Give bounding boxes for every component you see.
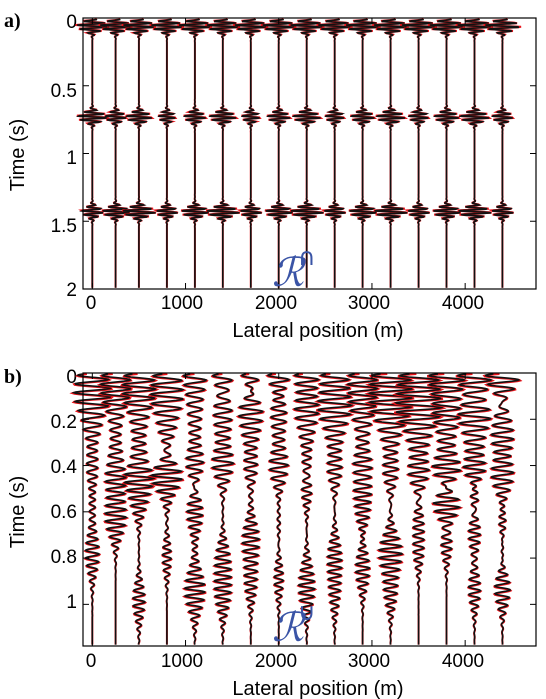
panel-a-ytick: 1 [66, 148, 77, 169]
trace-observed [178, 18, 211, 288]
trace-observed [98, 373, 132, 645]
panel-b-operator-symbol: ℛ [272, 605, 307, 651]
panel-a-operator-superscript: ∩ [298, 243, 316, 271]
panel-b-xtick: 4000 [442, 651, 484, 672]
panel-a-xtick: 2000 [255, 293, 297, 314]
panel-b-xlabel: Lateral position (m) [232, 678, 403, 699]
panel-a-ytick: 1.5 [51, 216, 77, 237]
panel-a-ylabel: Time (s) [7, 119, 29, 192]
panel-a-ytick: 2 [66, 280, 77, 301]
trace-observed [290, 18, 324, 288]
trace-observed [182, 373, 208, 645]
trace-observed [211, 373, 235, 645]
trace-observed [429, 18, 463, 288]
trace-observed [373, 18, 408, 288]
panel-b-ylabel: Time (s) [7, 476, 29, 549]
trace-observed [100, 18, 131, 288]
trace-observed [148, 373, 185, 645]
panel-a: a) Time (s) Lateral position (m) 0 0.5 1… [4, 10, 537, 342]
panel-b-frame [82, 372, 537, 647]
trace-observed [484, 373, 521, 645]
trace-observed [485, 18, 520, 288]
panel-a-label: a) [4, 10, 21, 32]
panel-b-ytick: 1 [66, 592, 77, 613]
trace-observed [237, 373, 264, 645]
panel-a-ytick: 0 [66, 12, 77, 33]
panel-b-operator-superscript: ∪ [298, 598, 316, 626]
trace-observed [366, 373, 414, 645]
panel-a-plot [75, 17, 536, 290]
panel-b: b) Time (s) Lateral position (m) 0 0.2 0… [4, 366, 537, 699]
trace-observed [456, 373, 493, 645]
panel-a-xlabel: Lateral position (m) [232, 320, 403, 342]
panel-b-ytick: 0.4 [51, 457, 78, 478]
panel-b-label: b) [4, 366, 22, 388]
trace-observed [401, 18, 436, 288]
trace-observed [293, 373, 321, 645]
trace-observed [206, 18, 240, 288]
trace-observed [121, 373, 158, 645]
panel-a-operator-symbol: ℛ [272, 250, 307, 296]
panel-a-xtick: 3000 [348, 293, 390, 314]
trace-observed [76, 18, 108, 288]
panel-b-ytick: 0.8 [51, 547, 77, 568]
panel-b-xtick: 2000 [255, 651, 297, 672]
panel-a-xtick: 1000 [161, 293, 203, 314]
trace-observed [122, 18, 156, 288]
trace-observed [345, 373, 379, 645]
trace-observed [151, 18, 183, 288]
trace-observed [262, 18, 295, 288]
trace-observed [318, 18, 351, 288]
panel-b-ytick: 0.6 [51, 502, 77, 523]
panel-a-xtick: 4000 [442, 293, 484, 314]
panel-a-ytick: 0.5 [51, 81, 77, 102]
panel-a-frame [82, 17, 537, 290]
trace-observed [316, 373, 354, 645]
trace-observed [393, 373, 444, 645]
trace-observed [345, 18, 379, 288]
panel-b-xtick: 1000 [161, 651, 203, 672]
trace-observed [457, 18, 492, 288]
trace-observed [266, 373, 290, 645]
trace-observed [428, 373, 467, 645]
panel-a-xtick: 0 [86, 293, 97, 314]
trace-observed [234, 18, 267, 288]
panel-b-xtick: 3000 [348, 651, 390, 672]
panel-b-ytick: 0.2 [51, 412, 77, 433]
panel-b-plot [69, 372, 536, 646]
panel-b-ytick: 0 [66, 367, 77, 388]
panel-b-xtick: 0 [86, 651, 97, 672]
